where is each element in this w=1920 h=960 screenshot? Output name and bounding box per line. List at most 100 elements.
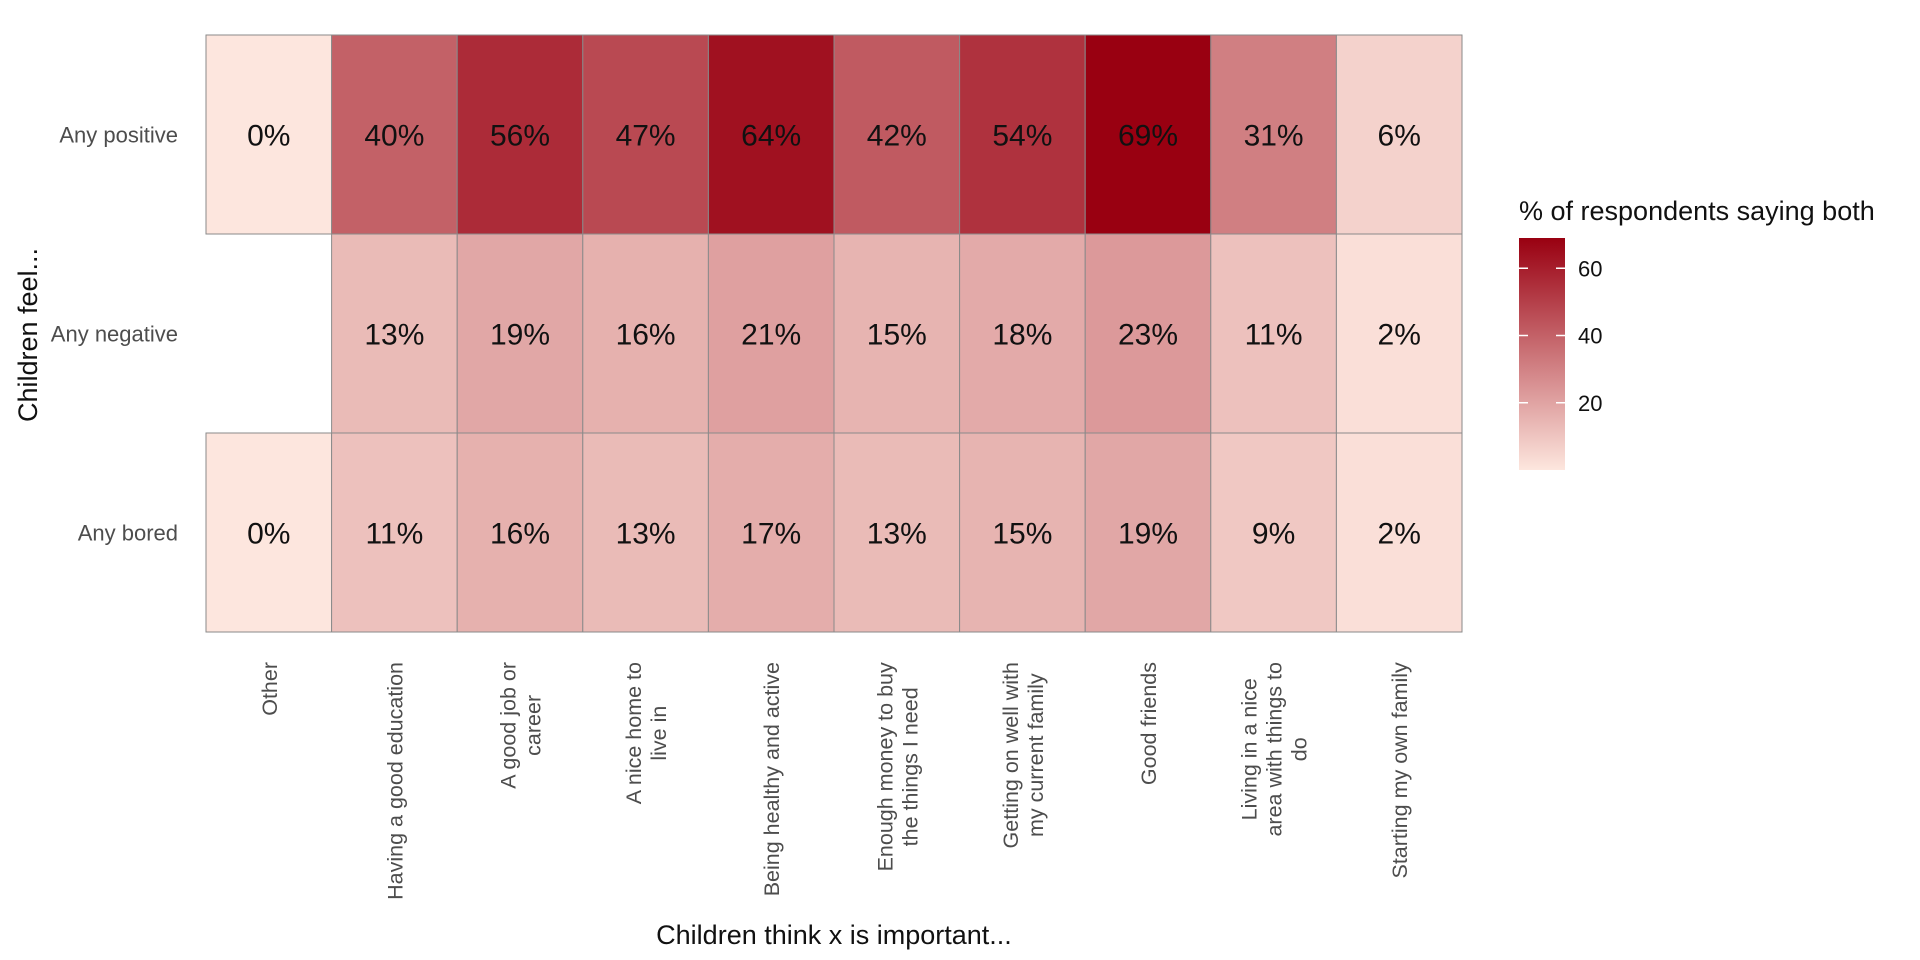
cell-value-label: 47% (616, 120, 676, 153)
cell-value-label: 54% (992, 120, 1052, 153)
legend-tick-label: 40 (1578, 324, 1602, 349)
x-tick-label: Living in a nicearea with things todo (1238, 662, 1312, 837)
cell-value-label: 42% (867, 120, 927, 153)
svg-text:Other: Other (258, 662, 282, 716)
legend-title: % of respondents saying both (1519, 196, 1875, 226)
x-axis-tick-labels: Other Having a good education A good job o… (258, 662, 1412, 900)
cell-value-label: 18% (992, 319, 1052, 352)
heatmap-cell (205, 34, 333, 235)
y-axis-title: Children feel... (13, 248, 43, 422)
x-tick-label-line: A nice home to (622, 662, 646, 804)
svg-text:Getting on well withmy current: Getting on well withmy current family (999, 662, 1048, 848)
heatmap-cell (1084, 233, 1212, 434)
x-tick-label-line: Other (258, 662, 282, 716)
y-tick-label: Any positive (59, 123, 178, 148)
x-tick-label-line: live in (647, 706, 671, 761)
svg-text:A good job orcareer: A good job orcareer (497, 662, 546, 789)
legend: % of respondents saying both 20 40 60 (1519, 196, 1875, 470)
x-tick-label-line: Having a good education (383, 662, 407, 900)
cell-value-label: 17% (741, 518, 801, 551)
x-tick-label-line: my current family (1024, 673, 1048, 837)
x-tick-label: A nice home tolive in (622, 662, 671, 804)
svg-text:Good friends: Good friends (1137, 662, 1161, 785)
heatmap-cell (1335, 34, 1463, 235)
heatmap-cell (1335, 432, 1463, 633)
heatmap-cell (331, 34, 458, 235)
svg-text:Enough money to buythe things: Enough money to buythe things I need (873, 662, 922, 871)
heatmap-cell (1084, 34, 1212, 235)
cell-value-label: 2% (1378, 319, 1421, 352)
heatmap-cell (707, 34, 835, 235)
heatmap-cell (582, 34, 709, 235)
cell-value-label: 6% (1378, 120, 1421, 153)
cell-value-label: 40% (364, 120, 424, 153)
heatmap-cells: 0% 40% 56% 47% 64% 42% 54% 69% 31% 6% 13% 19% 16% 21%… (205, 34, 1463, 633)
x-tick-label-line: career (522, 695, 546, 756)
heatmap-cell (582, 432, 709, 633)
svg-text:A nice home tolive in: A nice home tolive in (622, 662, 671, 804)
x-tick-label-line: Good friends (1137, 662, 1161, 785)
legend-tick-label: 60 (1578, 256, 1602, 281)
x-tick-label-line: Being healthy and active (760, 662, 784, 896)
x-axis-title: Children think x is important... (656, 920, 1012, 950)
heatmap-cell (833, 432, 961, 633)
cell-value-label: 21% (741, 319, 801, 352)
x-tick-label-line: A good job or (497, 662, 521, 789)
cell-value-label: 16% (616, 319, 676, 352)
cell-value-label: 31% (1244, 120, 1304, 153)
heatmap-cell (833, 233, 961, 434)
cell-value-label: 0% (247, 518, 290, 551)
heatmap-cell (205, 432, 333, 633)
x-tick-label-line: Starting my own family (1388, 662, 1412, 879)
y-tick-label: Any bored (78, 521, 178, 546)
svg-text:Having a good education: Having a good education (383, 662, 407, 900)
y-axis-tick-labels: Any positive Any negative Any bored (51, 123, 178, 546)
heatmap-cell (456, 233, 584, 434)
cell-value-label: 13% (364, 319, 424, 352)
cell-value-label: 13% (867, 518, 927, 551)
legend-ticks: 20 40 60 (1519, 256, 1602, 416)
x-tick-label: Having a good education (383, 662, 407, 900)
heatmap-cell (707, 233, 835, 434)
x-tick-label: Getting on well withmy current family (999, 662, 1048, 848)
heatmap-cell (1084, 432, 1212, 633)
cell-value-label: 11% (1245, 319, 1303, 352)
cell-value-label: 15% (992, 518, 1052, 551)
heatmap-cell (1335, 233, 1463, 434)
svg-text:Being healthy and active: Being healthy and active (760, 662, 784, 896)
x-tick-label: Starting my own family (1388, 662, 1412, 879)
legend-tick-label: 20 (1578, 391, 1602, 416)
x-tick-label-line: Living in a nice (1238, 678, 1262, 820)
heatmap-cell (582, 233, 709, 434)
x-tick-label: Other (258, 662, 282, 716)
x-tick-label-line: the things I need (898, 687, 922, 846)
heatmap-cell (959, 233, 1086, 434)
x-tick-label: Good friends (1137, 662, 1161, 785)
cell-value-label: 19% (490, 319, 550, 352)
cell-value-label: 11% (365, 518, 423, 551)
cell-value-label: 56% (490, 120, 550, 153)
cell-value-label: 15% (867, 319, 927, 352)
heatmap-cell (456, 34, 584, 235)
y-tick-label: Any negative (51, 322, 178, 347)
heatmap-cell (959, 432, 1086, 633)
heatmap-cell (331, 432, 458, 633)
heatmap-cell (456, 432, 584, 633)
x-tick-label-line: Getting on well with (999, 662, 1023, 848)
cell-value-label: 0% (247, 120, 290, 153)
heatmap-cell (1210, 432, 1337, 633)
legend-color-bar (1519, 238, 1565, 470)
cell-value-label: 23% (1118, 319, 1178, 352)
heatmap-cell (959, 34, 1086, 235)
x-tick-label: A good job orcareer (497, 662, 546, 789)
cell-value-label: 64% (741, 120, 801, 153)
x-tick-label-line: Enough money to buy (873, 662, 897, 871)
x-tick-label-line: area with things to (1263, 662, 1287, 837)
cell-value-label: 2% (1378, 518, 1421, 551)
svg-text:Starting my own family: Starting my own family (1388, 662, 1412, 879)
cell-value-label: 9% (1252, 518, 1295, 551)
heatmap-cell (833, 34, 961, 235)
svg-text:Living in a nicearea with thin: Living in a nicearea with things todo (1238, 662, 1312, 837)
